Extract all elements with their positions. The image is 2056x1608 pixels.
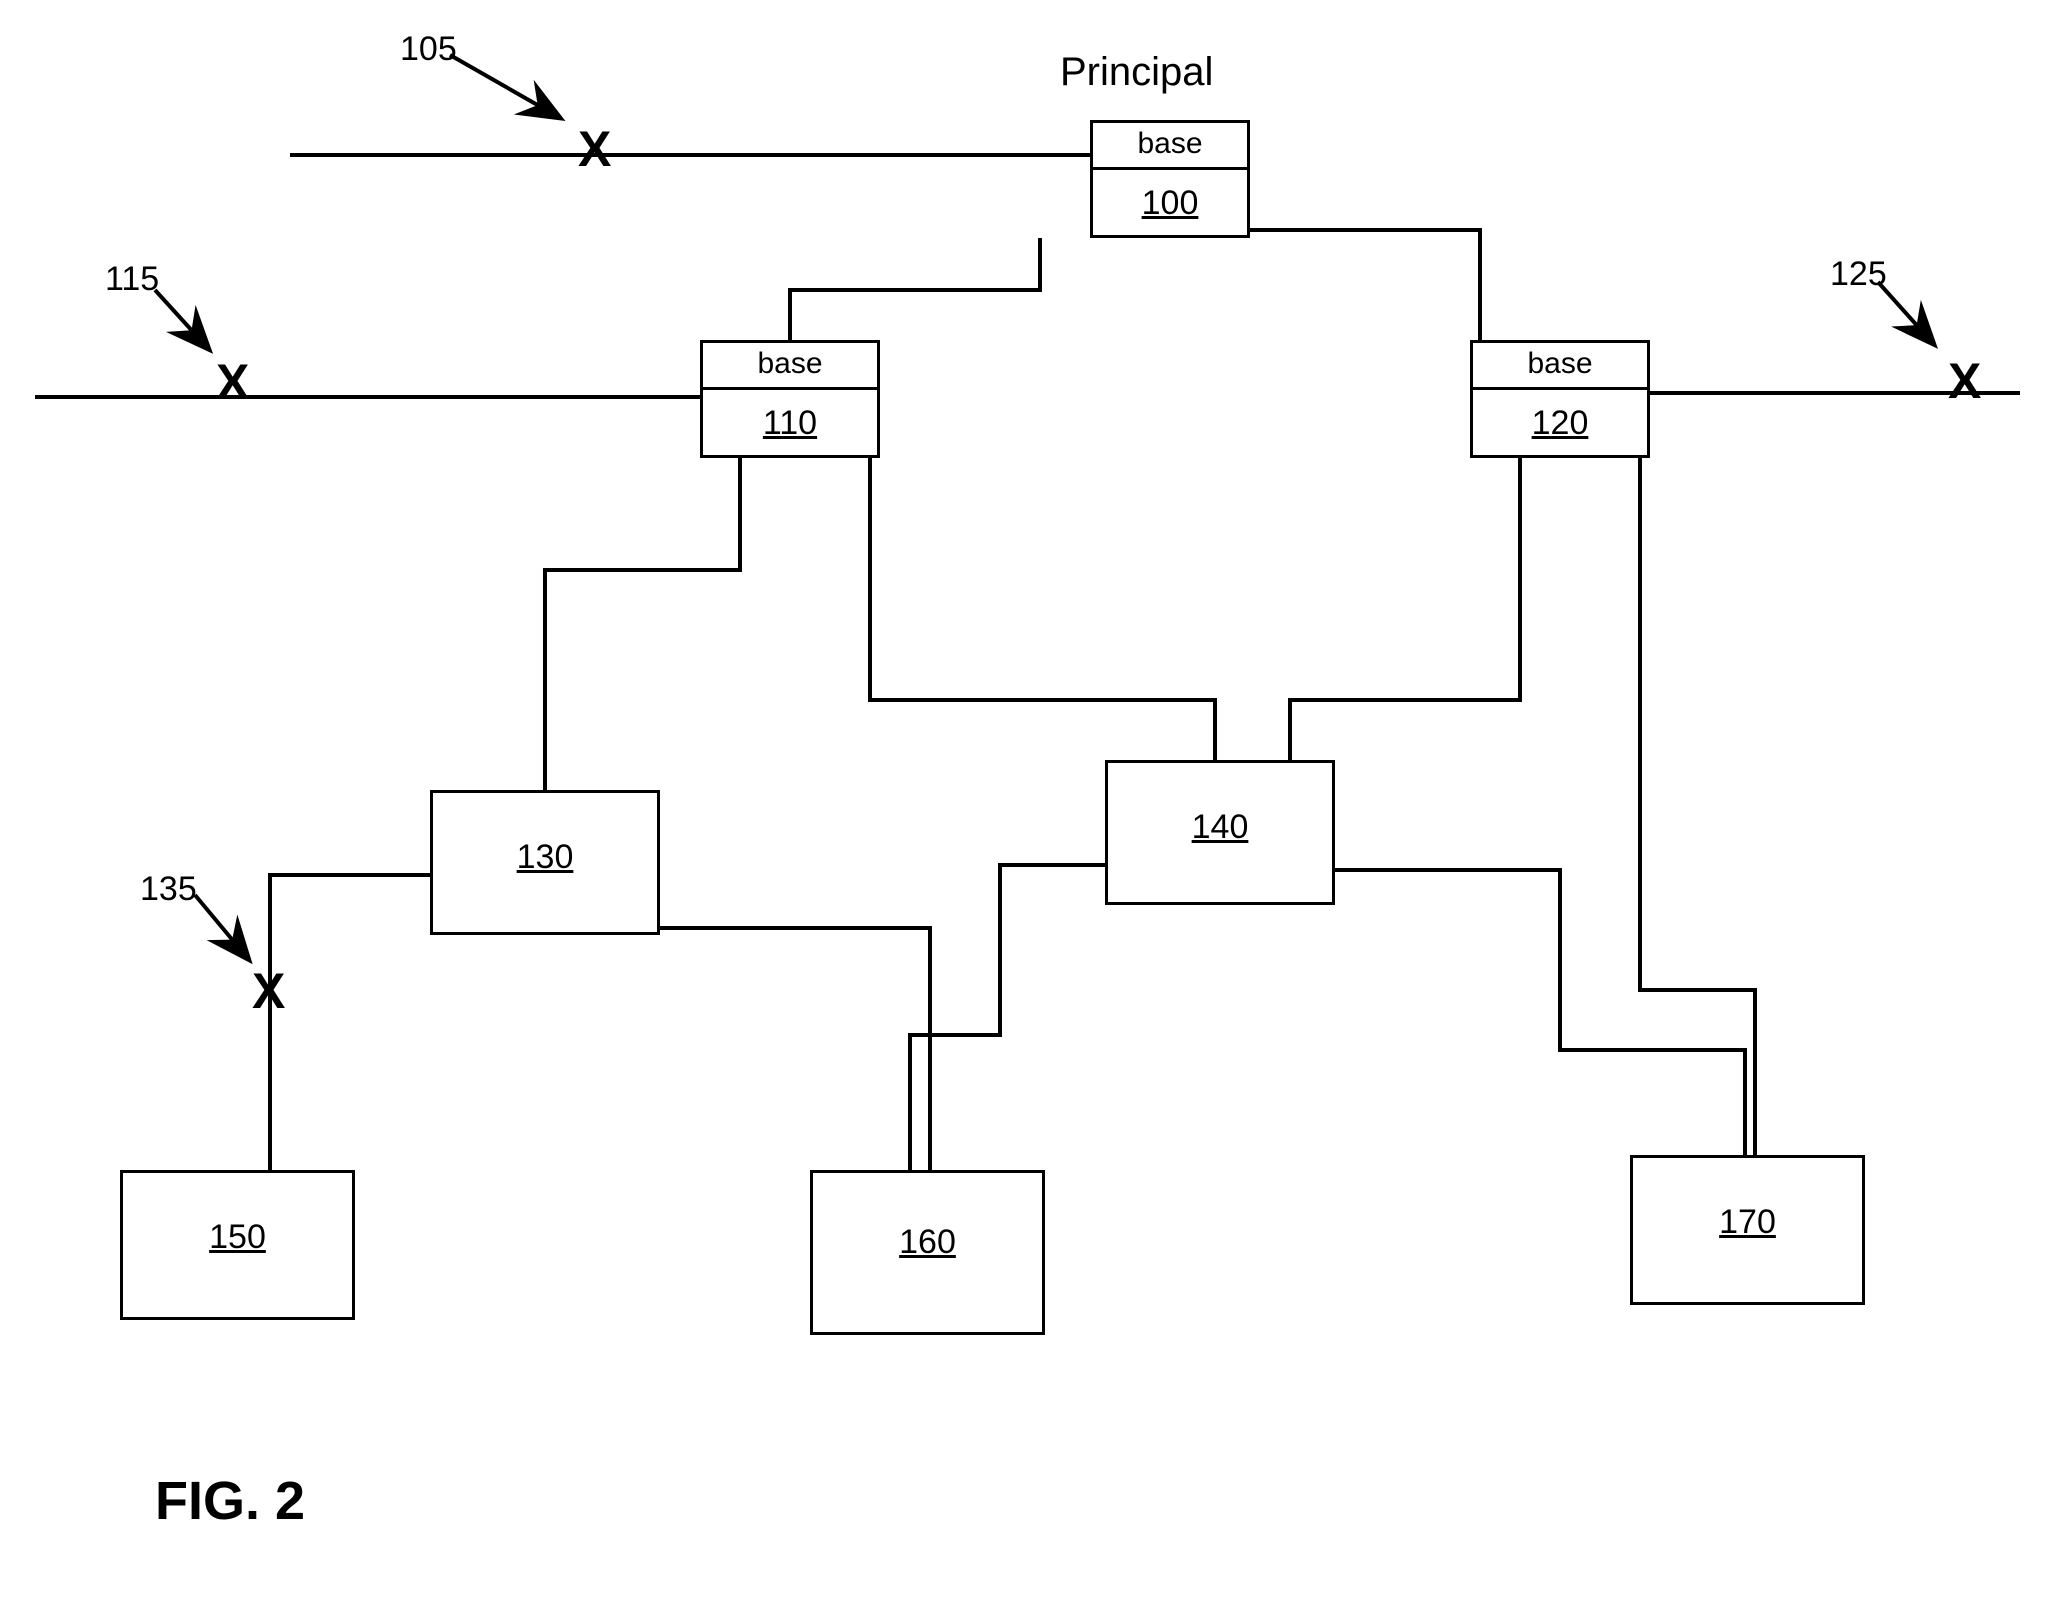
node-140: 140 bbox=[1105, 760, 1335, 905]
node-130: 130 bbox=[430, 790, 660, 935]
node-110-label: 110 bbox=[703, 390, 877, 443]
connections-svg bbox=[0, 0, 2056, 1608]
node-100-label: 100 bbox=[1093, 170, 1247, 223]
x-mark-125: X bbox=[1948, 352, 1981, 410]
figure-caption: FIG. 2 bbox=[155, 1470, 305, 1532]
node-150-label: 150 bbox=[123, 1173, 352, 1257]
x-mark-105: X bbox=[578, 120, 611, 178]
node-110: base 110 bbox=[700, 340, 880, 458]
node-120-label: 120 bbox=[1473, 390, 1647, 443]
node-120-base: base bbox=[1473, 343, 1647, 390]
node-140-label: 140 bbox=[1108, 763, 1332, 847]
node-110-base: base bbox=[703, 343, 877, 390]
node-170-label: 170 bbox=[1633, 1158, 1862, 1242]
callout-115: 115 bbox=[105, 260, 159, 299]
x-mark-115: X bbox=[216, 353, 249, 411]
node-160-label: 160 bbox=[813, 1173, 1042, 1262]
node-120: base 120 bbox=[1470, 340, 1650, 458]
node-150: 150 bbox=[120, 1170, 355, 1320]
diagram-title: Principal bbox=[1060, 50, 1213, 95]
node-100-base: base bbox=[1093, 123, 1247, 170]
diagram-canvas: Principal base 100 base 110 base 120 130… bbox=[0, 0, 2056, 1608]
callout-135: 135 bbox=[140, 870, 197, 909]
callout-105: 105 bbox=[400, 30, 457, 69]
x-mark-135: X bbox=[252, 962, 285, 1020]
node-100: base 100 bbox=[1090, 120, 1250, 238]
node-130-label: 130 bbox=[433, 793, 657, 877]
node-160: 160 bbox=[810, 1170, 1045, 1335]
callout-125: 125 bbox=[1830, 255, 1887, 294]
node-170: 170 bbox=[1630, 1155, 1865, 1305]
